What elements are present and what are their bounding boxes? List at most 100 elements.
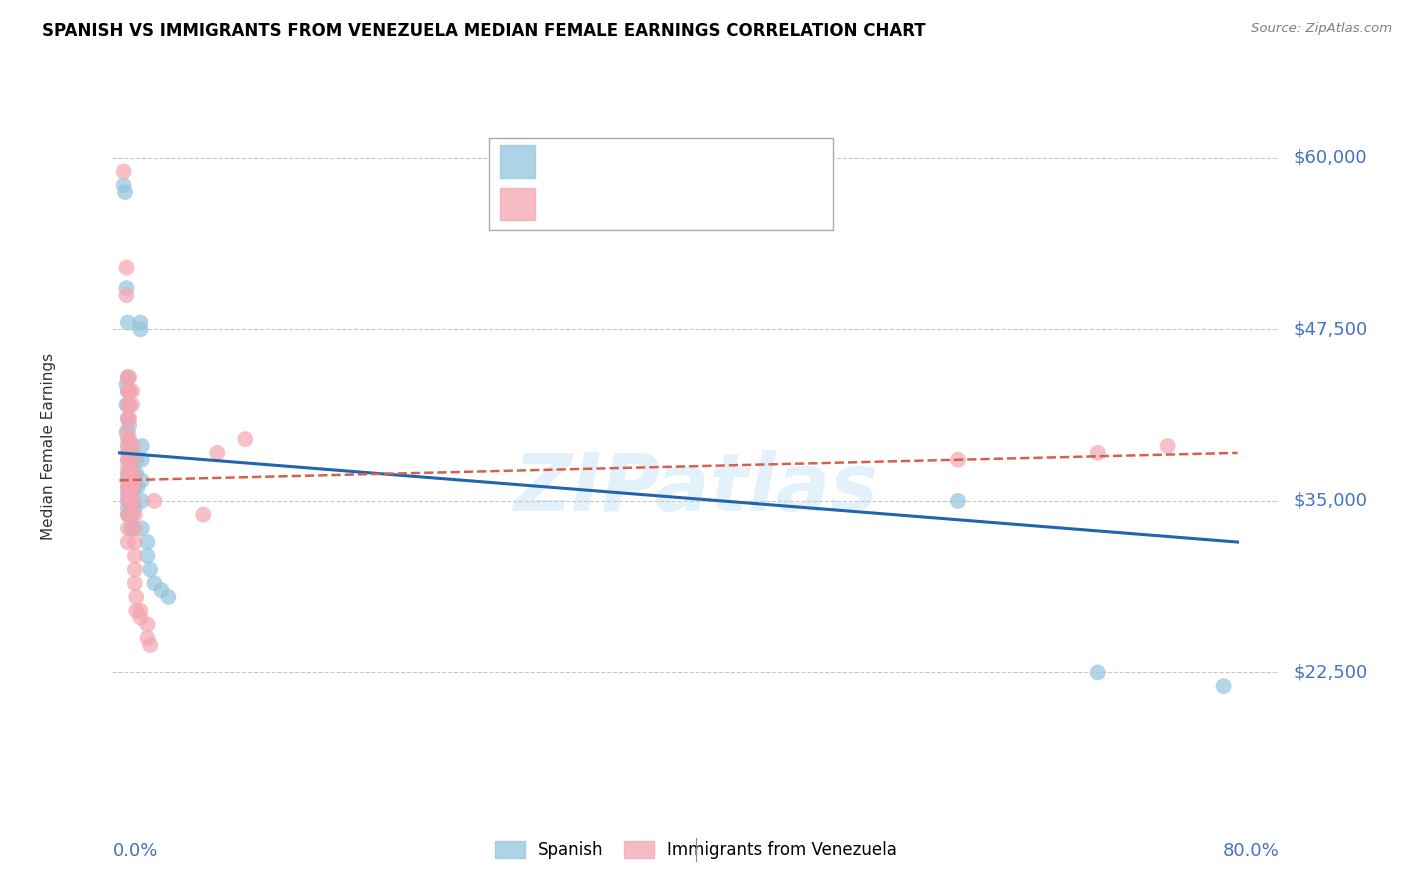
Point [122,480,145,494]
Point [121,459,143,474]
Point [117,500,139,515]
Point [118,467,141,481]
Point [117,439,139,453]
Point [124,521,146,535]
Point [117,494,139,508]
Point [112,178,135,193]
Point [120,480,142,494]
Text: $22,500: $22,500 [1294,664,1368,681]
Point [115,398,138,412]
Point [120,480,142,494]
Text: 0.0%: 0.0% [112,842,157,860]
Point [117,535,139,549]
Point [115,425,138,440]
Point [122,473,145,487]
Point [131,452,153,467]
Point [125,452,148,467]
Point [117,370,139,384]
Point [120,508,142,522]
Point [124,535,146,549]
Point [136,631,159,645]
Point [118,398,141,412]
Bar [501,187,534,220]
Point [117,508,139,522]
Point [117,411,139,425]
Point [207,446,229,460]
Point [136,535,159,549]
Point [121,521,143,535]
Point [120,508,142,522]
Point [120,487,142,501]
Point [121,480,143,494]
Point [121,398,143,412]
Bar [501,145,534,178]
Text: N = 59: N = 59 [696,196,754,211]
Point [122,452,145,467]
Point [946,452,969,467]
Point [117,487,139,501]
FancyBboxPatch shape [489,137,832,230]
Point [1087,665,1109,680]
Point [117,487,139,501]
Point [117,521,139,535]
Point [121,494,143,508]
Point [117,480,139,494]
Text: $60,000: $60,000 [1294,149,1367,167]
Text: N = 67: N = 67 [696,154,754,169]
Text: $47,500: $47,500 [1294,320,1368,338]
Point [118,398,141,412]
Point [117,452,139,467]
Point [117,473,139,487]
Point [121,384,143,398]
Point [122,467,145,481]
Point [124,562,146,576]
Point [120,452,142,467]
Point [124,549,146,563]
Point [117,473,139,487]
Point [122,480,145,494]
Point [125,467,148,481]
Point [127,480,149,494]
Point [117,411,139,425]
Point [112,164,135,178]
Point [122,452,145,467]
Point [1087,446,1109,460]
Point [150,583,173,598]
Text: 80.0%: 80.0% [1223,842,1279,860]
Point [117,370,139,384]
Text: SPANISH VS IMMIGRANTS FROM VENEZUELA MEDIAN FEMALE EARNINGS CORRELATION CHART: SPANISH VS IMMIGRANTS FROM VENEZUELA MED… [42,22,925,40]
Point [117,494,139,508]
Point [1156,439,1178,453]
Point [121,508,143,522]
Point [1212,679,1234,693]
Point [131,439,153,453]
Text: -0.119: -0.119 [586,154,640,169]
Text: Median Female Earnings: Median Female Earnings [41,352,56,540]
Point [136,617,159,632]
Point [117,384,139,398]
Point [115,288,138,302]
Point [117,439,139,453]
Point [117,384,139,398]
Point [131,494,153,508]
Point [122,439,145,453]
Point [125,590,148,604]
Point [117,425,139,440]
Point [117,467,139,481]
Legend: Spanish, Immigrants from Venezuela: Spanish, Immigrants from Venezuela [488,834,904,866]
Point [120,467,142,481]
Point [118,384,141,398]
Point [129,610,152,624]
Point [129,604,152,618]
Text: Source: ZipAtlas.com: Source: ZipAtlas.com [1251,22,1392,36]
Point [120,494,142,508]
Point [193,508,215,522]
Point [946,494,969,508]
Point [129,316,152,330]
Point [118,446,141,460]
Point [115,260,138,275]
Point [125,604,148,618]
Point [122,494,145,508]
Point [131,473,153,487]
Point [129,322,152,336]
